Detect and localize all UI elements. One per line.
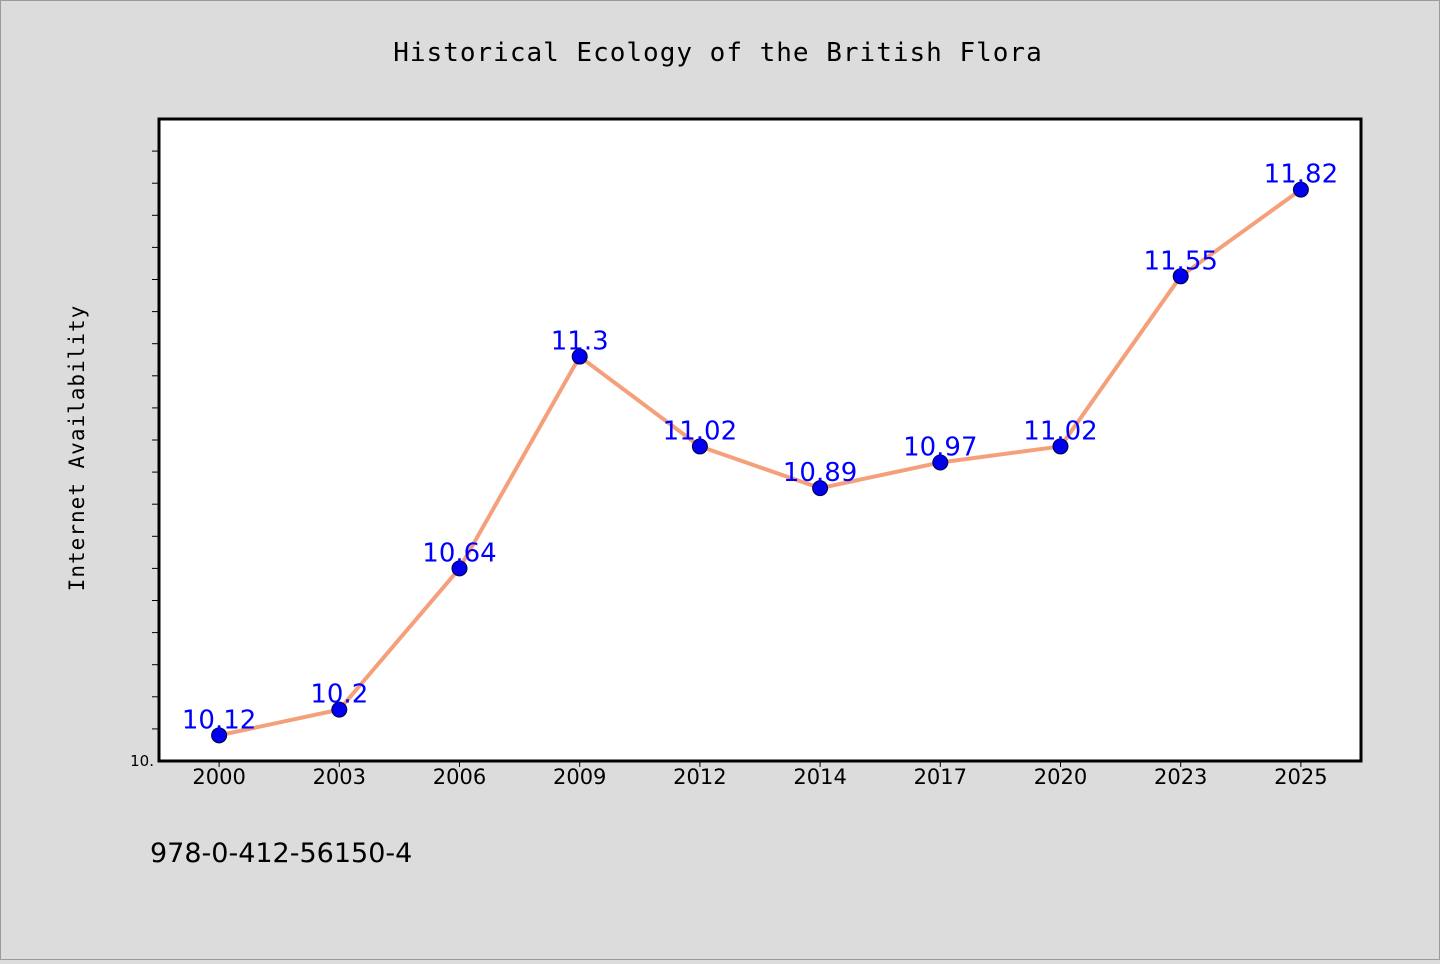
x-tick-label: 2017 (914, 765, 967, 789)
data-label: 11.55 (1143, 246, 1217, 276)
data-point (932, 454, 949, 471)
data-point (1052, 438, 1069, 455)
x-tick-label: 2009 (553, 765, 606, 789)
data-label: 11.02 (663, 416, 737, 446)
chart-title: Historical Ecology of the British Flora (393, 38, 1042, 68)
series-line (217, 187, 1303, 738)
x-tick-label: 2000 (192, 765, 245, 789)
x-tick-label: 2006 (433, 765, 486, 789)
x-tick-label: 2003 (313, 765, 366, 789)
data-label: 10.89 (783, 458, 857, 488)
x-tick-label: 2025 (1274, 765, 1327, 789)
data-point (1292, 181, 1309, 198)
data-point (571, 348, 588, 365)
data-point (691, 438, 708, 455)
x-tick-label: 2012 (673, 765, 726, 789)
plot-area (159, 119, 1361, 761)
x-tick-label: 2020 (1034, 765, 1087, 789)
y-tick-label: 10. (130, 752, 154, 770)
y-axis-label: Internet Availability (65, 305, 89, 592)
isbn-footer: 978-0-412-56150-4 (150, 838, 412, 869)
data-label: 10.2 (310, 680, 368, 710)
data-point (331, 701, 348, 718)
data-label: 11.02 (1023, 416, 1097, 446)
data-point (451, 560, 468, 577)
x-tick-label: 2014 (793, 765, 846, 789)
data-label: 11.3 (551, 327, 609, 357)
data-label: 10.64 (422, 538, 496, 568)
data-label-layer: 10.12 10.2 10.64 11.3 11.02 10.89 10.97 11.02 11… (182, 160, 1338, 736)
y-axis-ticks: 10. (130, 150, 158, 770)
data-point (211, 727, 228, 744)
x-tick-label: 2023 (1154, 765, 1207, 789)
x-axis: 2000 2003 2006 2009 2012 2014 2017 2020 2023 2025 (192, 761, 1328, 789)
series-layer (211, 181, 1309, 744)
data-label: 11.82 (1264, 160, 1338, 190)
data-point (812, 480, 829, 497)
data-label: 10.12 (182, 705, 256, 735)
data-point (1172, 268, 1189, 285)
data-label: 10.97 (903, 432, 977, 462)
plot-border (157, 117, 1363, 763)
